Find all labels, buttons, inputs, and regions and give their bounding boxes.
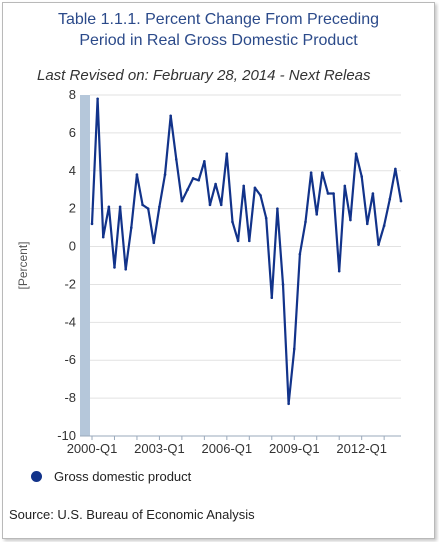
- data-point: [253, 186, 257, 190]
- data-point: [343, 184, 347, 188]
- chart-title-line-1: Table 1.1.1. Percent Change From Precedi…: [57, 11, 380, 28]
- data-point: [304, 220, 307, 224]
- data-point: [321, 171, 324, 174]
- data-point: [158, 205, 161, 209]
- data-point: [371, 192, 375, 195]
- data-point: [259, 194, 262, 197]
- data-point: [349, 218, 352, 222]
- y-axis-label: [Percent]: [16, 241, 30, 289]
- y-tick-label: -4: [64, 314, 76, 329]
- x-tick-label: 2000-Q1: [67, 441, 118, 456]
- data-point: [242, 184, 245, 188]
- data-point: [264, 216, 268, 220]
- data-point: [113, 266, 116, 269]
- data-point: [360, 175, 363, 178]
- data-point: [337, 269, 341, 273]
- data-point: [174, 158, 178, 161]
- y-axis-band: [80, 95, 90, 436]
- y-tick-label: -8: [64, 390, 76, 405]
- x-tick-label: 2009-Q1: [269, 441, 320, 456]
- data-point: [354, 152, 358, 156]
- data-point: [163, 173, 167, 176]
- data-point: [214, 182, 217, 186]
- data-point: [96, 97, 99, 101]
- data-point: [208, 203, 212, 207]
- y-tick-label: 0: [69, 239, 76, 254]
- data-point: [135, 173, 139, 176]
- legend[interactable]: Gross domestic product: [31, 469, 191, 484]
- data-point: [377, 243, 380, 246]
- y-tick-label: -10: [57, 428, 76, 443]
- data-point: [118, 205, 122, 209]
- revision-note: Last Revised on: February 28, 2014 - Nex…: [37, 67, 371, 84]
- x-tick-label: 2006-Q1: [202, 441, 253, 456]
- chart-title: Table 1.1.1. Percent Change From Precedi…: [3, 9, 434, 51]
- data-point: [399, 199, 403, 203]
- data-point: [186, 188, 189, 192]
- legend-marker-icon: [31, 471, 42, 482]
- data-point: [152, 241, 156, 245]
- y-tick-label: -2: [64, 276, 76, 291]
- data-point: [191, 177, 195, 180]
- data-point: [203, 160, 206, 163]
- data-point: [124, 267, 128, 271]
- y-tick-label: 2: [69, 201, 76, 216]
- chart-frame: Table 1.1.1. Percent Change From Precedi…: [2, 2, 435, 539]
- y-tick-label: -6: [64, 352, 76, 367]
- data-point: [146, 207, 150, 210]
- data-point: [107, 205, 111, 209]
- data-point: [281, 283, 285, 286]
- data-point: [101, 235, 105, 239]
- legend-label: Gross domestic product: [54, 469, 192, 484]
- data-point: [231, 220, 234, 224]
- data-point: [298, 252, 302, 256]
- data-point: [270, 296, 274, 300]
- data-point: [236, 239, 240, 243]
- data-point: [326, 192, 330, 195]
- data-point: [197, 178, 201, 182]
- data-point: [365, 222, 369, 226]
- data-point: [382, 224, 386, 228]
- data-point: [315, 213, 319, 216]
- source-note: Source: U.S. Bureau of Economic Analysis: [9, 507, 255, 522]
- data-point: [292, 347, 296, 351]
- gdp-series-line: [90, 97, 403, 405]
- data-point: [225, 152, 229, 156]
- data-point: [394, 167, 397, 171]
- data-point: [141, 203, 144, 207]
- data-point: [130, 226, 133, 229]
- data-point: [219, 203, 223, 207]
- data-point: [388, 197, 392, 201]
- y-tick-label: 4: [69, 163, 76, 178]
- chart-title-line-2: Period in Real Gross Domestic Product: [79, 32, 358, 49]
- data-point: [248, 239, 251, 243]
- y-tick-label: 8: [69, 87, 76, 102]
- data-point: [169, 114, 172, 118]
- x-tick-label: 2012-Q1: [336, 441, 387, 456]
- data-point: [287, 402, 290, 406]
- data-point: [332, 192, 335, 195]
- data-point: [180, 199, 184, 203]
- data-point: [276, 207, 279, 210]
- y-tick-label: 6: [69, 125, 76, 140]
- data-point: [90, 222, 94, 226]
- x-tick-label: 2003-Q1: [134, 441, 185, 456]
- data-point: [309, 171, 313, 174]
